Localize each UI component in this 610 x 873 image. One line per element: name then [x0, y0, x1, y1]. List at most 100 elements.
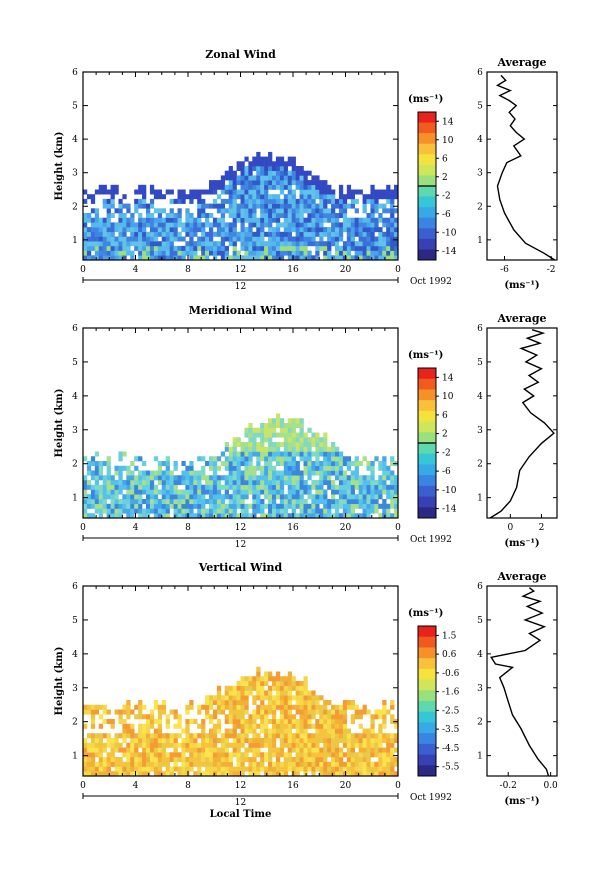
heatmap-cell	[177, 771, 182, 777]
profile-frame	[486, 327, 558, 519]
heatmap-cell	[236, 213, 241, 218]
heatmap-cell	[386, 484, 391, 490]
heatmap-cell	[323, 761, 328, 767]
heatmap-cell	[220, 451, 226, 457]
heatmap-cell	[283, 456, 289, 462]
heatmap-cell	[275, 418, 281, 424]
heatmap-cell	[173, 489, 178, 495]
heatmap-cell	[327, 451, 332, 457]
heatmap-cell	[177, 503, 182, 509]
heatmap-cell	[382, 461, 387, 467]
heatmap-cell	[335, 475, 340, 481]
heatmap-cell	[209, 189, 214, 195]
heatmap-cell	[153, 742, 159, 748]
heatmap-cell	[252, 446, 257, 452]
heatmap-cell	[197, 742, 202, 748]
heatmap-cell	[189, 747, 194, 753]
heatmap-cell	[146, 499, 151, 505]
heatmap-cell	[299, 451, 304, 457]
heatmap-cell	[209, 503, 214, 509]
heatmap-cell	[181, 499, 186, 505]
heatmap-cell	[327, 761, 332, 767]
heatmap-cell	[205, 222, 210, 228]
heatmap-cell	[130, 227, 135, 233]
heatmap-cell	[394, 189, 399, 195]
heatmap-cell	[138, 503, 143, 509]
heatmap-cell	[350, 747, 355, 753]
heatmap-cell	[378, 484, 383, 490]
heatmap-cell	[197, 456, 202, 462]
heatmap-cell	[264, 166, 269, 171]
heatmap-cell	[240, 752, 245, 758]
heatmap-cell	[283, 423, 289, 429]
heatmap-cell	[299, 236, 304, 242]
heatmap-cell	[291, 766, 296, 772]
heatmap-cell	[252, 442, 257, 448]
heatmap-cell	[358, 475, 363, 481]
heatmap-cell	[299, 723, 304, 729]
heatmap-cell	[366, 738, 371, 744]
heatmap-cell	[323, 747, 328, 753]
heatmap-cell	[122, 255, 127, 261]
heatmap-cell	[295, 222, 300, 228]
heatmap-cell	[256, 245, 261, 251]
heatmap-cell	[220, 757, 226, 763]
heatmap-cell	[303, 771, 308, 777]
heatmap-cell	[102, 747, 107, 753]
heatmap-cell	[307, 695, 312, 701]
heatmap-cell	[331, 489, 336, 495]
heatmap-cell	[303, 222, 308, 228]
heatmap-cell	[283, 231, 289, 237]
heatmap-cell	[153, 241, 159, 247]
heatmap-cell	[122, 227, 127, 233]
heatmap-cell	[362, 747, 367, 753]
heatmap-cell	[244, 213, 249, 218]
heatmap-cell	[315, 742, 320, 748]
x-tick-label: 8	[185, 781, 191, 791]
heatmap-cell	[106, 245, 111, 251]
heatmap-cell	[264, 719, 269, 725]
heatmap-cell	[358, 742, 363, 748]
heatmap-cell	[122, 771, 127, 777]
heatmap-cell	[382, 236, 387, 242]
colorbar-unit: (ms⁻¹)	[408, 350, 443, 361]
colorbar-unit: (ms⁻¹)	[408, 94, 443, 105]
heatmap-cell	[362, 456, 367, 462]
heatmap-cell	[252, 484, 257, 490]
heatmap-cell	[268, 465, 273, 471]
heatmap-cell	[216, 757, 222, 763]
heatmap-cell	[212, 250, 218, 256]
heatmap-cell	[126, 203, 131, 209]
heatmap-cell	[193, 738, 198, 744]
heatmap-cell	[173, 761, 178, 767]
heatmap-cell	[342, 456, 348, 462]
heatmap-cell	[252, 489, 257, 495]
heatmap-cell	[354, 738, 359, 744]
heatmap-cell	[338, 714, 344, 720]
heatmap-cell	[228, 714, 233, 720]
heatmap-cell	[244, 203, 249, 209]
heatmap-cell	[106, 470, 111, 476]
heatmap-cell	[358, 189, 363, 195]
heatmap-cell	[268, 427, 273, 433]
heatmap-cell	[374, 503, 379, 509]
heatmap-cell	[327, 217, 332, 223]
heatmap-cell	[252, 156, 257, 162]
heatmap-cell	[83, 709, 88, 715]
heatmap-cell	[197, 494, 202, 500]
heatmap-cell	[295, 757, 300, 763]
heatmap-cell	[106, 503, 111, 509]
heatmap-cell	[311, 241, 316, 247]
heatmap-cell	[110, 475, 115, 481]
heatmap-cell	[311, 752, 316, 758]
heatmap-cell	[205, 217, 210, 223]
heatmap-cell	[94, 470, 100, 476]
heatmap-cell	[236, 695, 241, 701]
heatmap-cell	[299, 513, 304, 519]
heatmap-cell	[386, 513, 391, 519]
heatmap-cell	[323, 250, 328, 256]
heatmap-cell	[185, 480, 190, 486]
heatmap-cell	[272, 742, 277, 748]
heatmap-cell	[90, 742, 96, 748]
heatmap-cell	[350, 484, 355, 490]
